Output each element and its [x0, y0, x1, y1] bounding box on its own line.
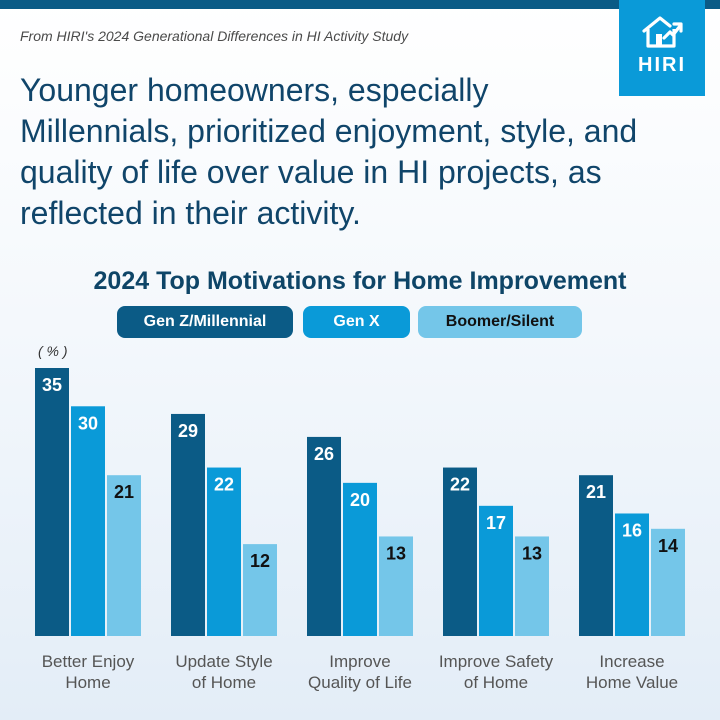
bar — [107, 475, 141, 636]
category-label: Update Style — [175, 652, 272, 671]
bar — [343, 482, 377, 636]
category-label: Improve — [329, 652, 390, 671]
bar — [35, 368, 69, 636]
bar-value-label: 13 — [522, 543, 542, 563]
unit-label: ( % ) — [38, 343, 68, 359]
bar-value-label: 16 — [622, 520, 642, 540]
bar — [443, 467, 477, 636]
bar-value-label: 35 — [42, 375, 62, 395]
bar-value-label: 20 — [350, 490, 370, 510]
legend-gen-z-millennial: Gen Z/Millennial — [117, 306, 293, 338]
chart-legend: Gen Z/Millennial Gen X Boomer/Silent — [0, 306, 720, 338]
bar — [579, 475, 613, 636]
bar — [171, 413, 205, 636]
chart-title: 2024 Top Motivations for Home Improvemen… — [93, 267, 627, 295]
bar-value-label: 30 — [78, 413, 98, 433]
legend-boomer-silent: Boomer/Silent — [418, 306, 582, 338]
top-accent-bar — [0, 0, 720, 9]
bar-value-label: 26 — [314, 444, 334, 464]
category-label: Increase — [599, 652, 664, 671]
category-label: Home — [65, 673, 110, 692]
bar — [207, 467, 241, 636]
category-label: Better Enjoy — [42, 652, 135, 671]
category-label: of Home — [464, 673, 528, 692]
bar-value-label: 21 — [586, 482, 606, 502]
logo-text: HIRI — [638, 54, 686, 76]
headline: Younger homeowners, especially Millennia… — [20, 72, 638, 231]
bar-value-label: 21 — [114, 482, 134, 502]
category-label: of Home — [192, 673, 256, 692]
bar — [479, 505, 513, 636]
bar — [515, 536, 549, 636]
category-label: Improve Safety — [439, 652, 554, 671]
category-label: Quality of Life — [308, 673, 412, 692]
category-label: Home Value — [586, 673, 678, 692]
bar — [307, 436, 341, 636]
bar-value-label: 12 — [250, 551, 270, 571]
bar — [243, 544, 277, 636]
house-arrow-icon — [642, 16, 683, 48]
bar-value-label: 22 — [450, 475, 470, 495]
bar-value-label: 13 — [386, 543, 406, 563]
bar-value-label: 22 — [214, 475, 234, 495]
bar — [651, 528, 685, 636]
source-note: From HIRI's 2024 Generational Difference… — [20, 28, 409, 44]
legend-gen-x: Gen X — [303, 306, 410, 338]
bar — [71, 406, 105, 636]
hiri-logo: HIRI — [619, 0, 705, 96]
bar-value-label: 17 — [486, 513, 506, 533]
bar-value-label: 29 — [178, 421, 198, 441]
bar — [615, 513, 649, 636]
bar — [379, 536, 413, 636]
bar-value-label: 14 — [658, 536, 678, 556]
